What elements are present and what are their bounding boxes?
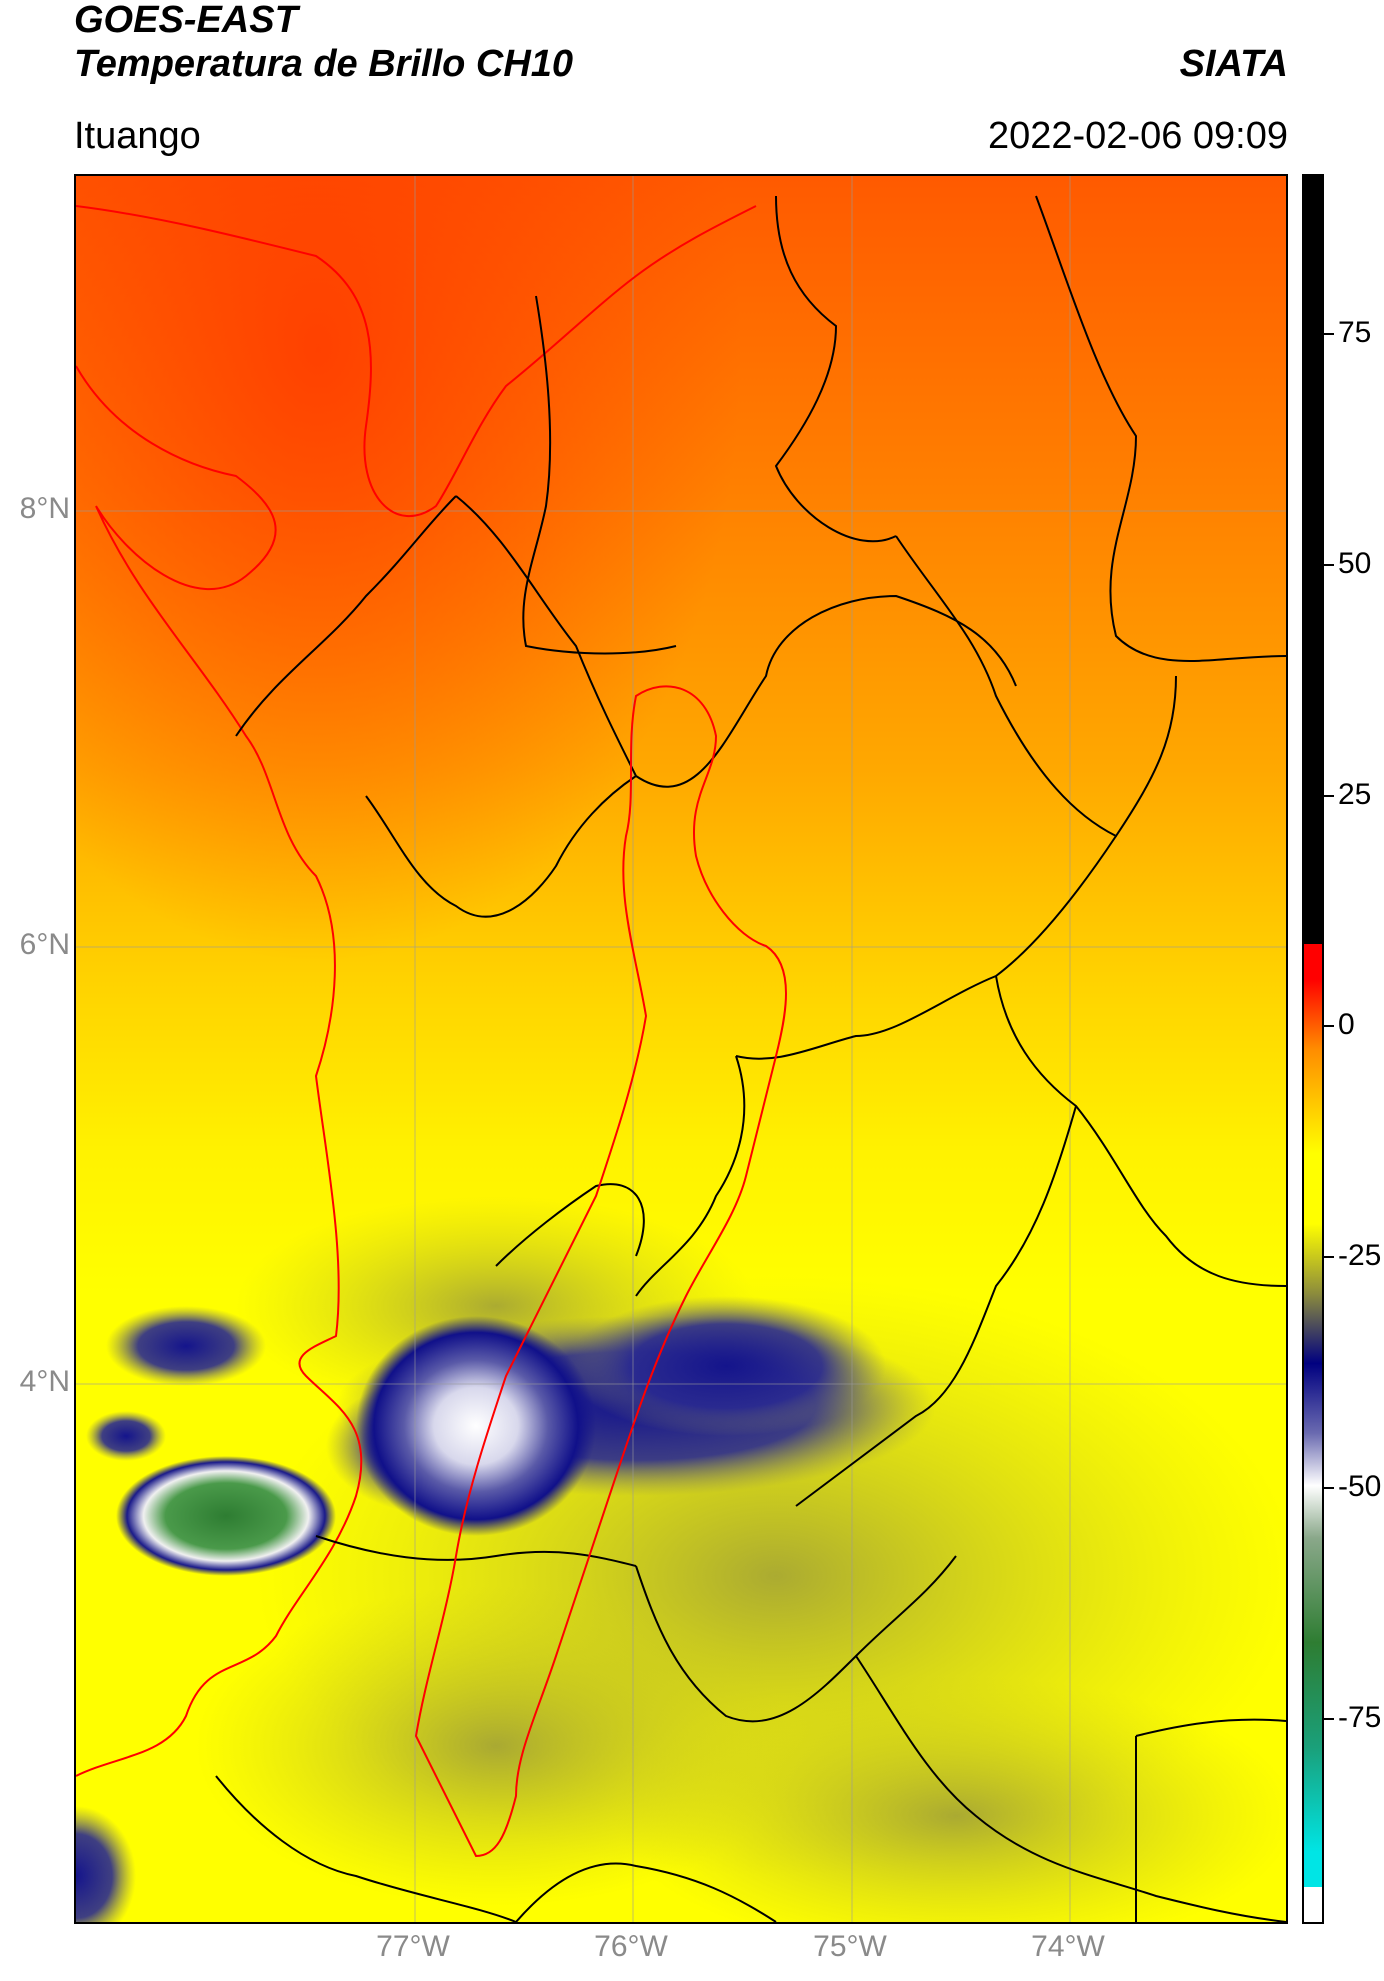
colorbar <box>1302 174 1324 1924</box>
lon-label-77w: 77°W <box>376 1930 450 1963</box>
colorbar-label-neg25: -25 <box>1338 1239 1382 1272</box>
lon-label-75w: 75°W <box>813 1930 887 1963</box>
organization-label: SIATA <box>1179 43 1288 85</box>
lat-label-8n: 8°N <box>19 492 70 525</box>
timestamp-label: 2022-02-06 09:09 <box>987 115 1288 157</box>
caribbean-coast <box>76 205 757 518</box>
colorbar-label-25: 25 <box>1338 778 1372 811</box>
colorbar-tick <box>1324 1256 1334 1258</box>
colorbar-tick <box>1324 333 1334 335</box>
map-title-product: Temperatura de Brillo CH10 <box>74 43 574 85</box>
location-label: Ituango <box>74 115 201 157</box>
lon-label-74w: 74°W <box>1031 1930 1105 1963</box>
lon-label-76w: 76°W <box>594 1930 668 1963</box>
department-boundaries <box>215 195 1286 1922</box>
colorbar-tick <box>1324 1025 1334 1027</box>
colorbar-label-50: 50 <box>1338 547 1372 580</box>
lat-label-4n: 4°N <box>19 1365 70 1398</box>
colorbar-label-neg50: -50 <box>1338 1470 1382 1503</box>
coastline <box>76 365 363 1777</box>
colorbar-label-0: 0 <box>1338 1008 1355 1041</box>
colorbar-label-neg75: -75 <box>1338 1701 1382 1734</box>
brightness-temperature-map <box>76 176 1286 1922</box>
basin-outline <box>414 685 787 1858</box>
map-title-satellite: GOES-EAST <box>74 0 298 41</box>
map-panel[interactable] <box>74 174 1288 1924</box>
colorbar-label-75: 75 <box>1338 316 1372 349</box>
graticule <box>76 176 1286 1922</box>
lat-label-6n: 6°N <box>19 928 70 961</box>
colorbar-tick <box>1324 795 1334 797</box>
colorbar-tick <box>1324 1718 1334 1720</box>
colorbar-tick <box>1324 1487 1334 1489</box>
colorbar-tick <box>1324 564 1334 566</box>
